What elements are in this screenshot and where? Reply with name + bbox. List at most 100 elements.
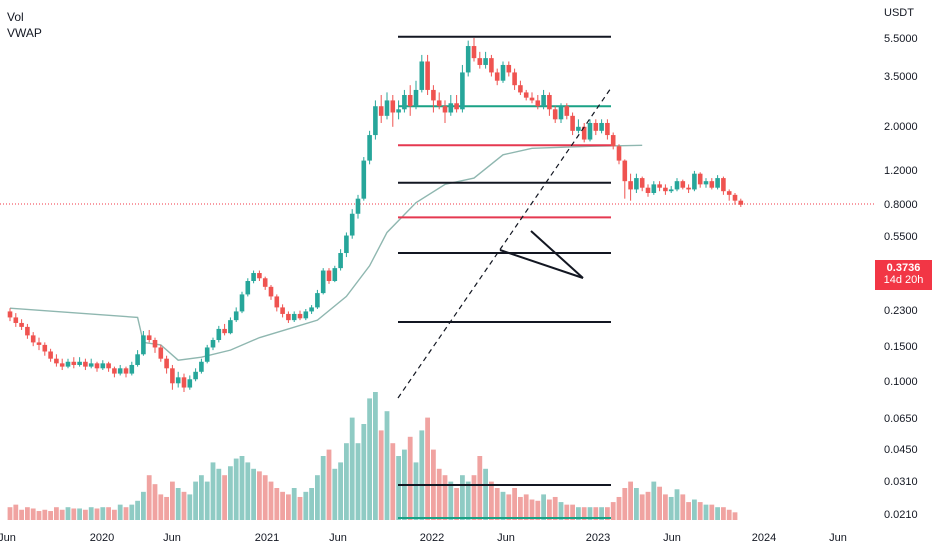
volume-bar — [726, 509, 732, 520]
volume-bars — [7, 392, 738, 520]
volume-bar — [471, 475, 477, 520]
volume-bar — [570, 504, 575, 520]
volume-bar — [407, 436, 413, 520]
volume-bar — [291, 488, 297, 520]
current-price-tag: 0.3736 14d 20h — [875, 260, 932, 290]
candle-body — [668, 189, 674, 192]
candle-body — [471, 46, 477, 59]
candle-body — [117, 368, 123, 374]
candle-body — [158, 347, 164, 359]
current-price-countdown: 14d 20h — [883, 274, 924, 286]
candle-body — [483, 58, 488, 65]
candle-body — [587, 122, 593, 140]
volume-bar — [622, 488, 628, 520]
volume-bar — [680, 494, 686, 520]
volume-bar — [703, 504, 709, 520]
candle-body — [489, 58, 494, 73]
x-axis: Jun 2020 Jun 2021 Jun 2022 Jun 2023 Jun 2024 Jun — [0, 532, 847, 544]
candle-body — [384, 100, 390, 116]
volume-bar — [506, 494, 512, 520]
candle-body — [13, 317, 19, 323]
volume-bar — [436, 468, 442, 520]
volume-bar — [94, 508, 100, 520]
candle-body — [297, 313, 303, 319]
candle-body — [663, 187, 668, 192]
candle-body — [30, 335, 36, 343]
volume-bar — [338, 462, 343, 520]
candle-body — [19, 322, 24, 327]
wedge-lower-line — [499, 249, 584, 279]
fib-levels — [398, 35, 611, 519]
volume-bar — [106, 507, 111, 520]
candle-body — [42, 344, 48, 352]
candle-body — [361, 160, 367, 199]
volume-bar — [645, 491, 651, 520]
legend: Vol VWAP — [7, 9, 42, 41]
volume-bar — [59, 509, 65, 520]
candle-body — [83, 361, 88, 367]
volume-bar — [367, 398, 372, 520]
candle-body — [460, 72, 465, 110]
volume-bar — [7, 507, 13, 520]
volume-bar — [228, 466, 233, 520]
volume-bar — [419, 430, 425, 520]
candle-body — [378, 106, 384, 116]
candle-body — [732, 194, 738, 201]
volume-bar — [129, 504, 135, 520]
candle-body — [65, 361, 71, 367]
volume-bar — [500, 491, 506, 520]
candle-body — [407, 94, 413, 107]
candle-body — [674, 181, 680, 190]
candle-body — [199, 361, 204, 372]
y-tick-label: 0.1500 — [884, 341, 918, 353]
candle-body — [616, 146, 622, 161]
candle-body — [454, 103, 459, 110]
volume-bar — [558, 502, 564, 520]
candle-body — [286, 313, 291, 321]
volume-bar — [83, 509, 88, 520]
volume-bar — [442, 475, 448, 520]
volume-bar — [599, 507, 604, 520]
volume-bar — [30, 508, 36, 520]
candle-body — [639, 178, 645, 188]
candle-body — [512, 72, 517, 86]
volume-bar — [523, 494, 529, 520]
volume-bar — [309, 488, 314, 520]
candle-body — [535, 100, 541, 107]
candle-body — [442, 106, 448, 113]
volume-bar — [460, 475, 465, 520]
candle-body — [262, 278, 268, 287]
x-tick-label: Jun — [163, 532, 181, 544]
candle-body — [436, 100, 442, 107]
volume-bar — [117, 504, 123, 520]
volume-bar — [193, 481, 198, 520]
volume-bar — [465, 481, 471, 520]
volume-bar — [112, 509, 117, 520]
volume-bar — [581, 507, 587, 520]
y-tick-label: 0.0210 — [884, 509, 918, 521]
candle-body — [245, 281, 251, 295]
wedge-upper-line — [530, 230, 584, 279]
candle-body — [465, 46, 471, 73]
volume-bar — [251, 468, 256, 520]
volume-bar — [65, 507, 71, 520]
volume-bar — [518, 496, 523, 520]
legend-vwap[interactable]: VWAP — [7, 26, 42, 40]
volume-bar — [77, 508, 82, 520]
candle-body — [222, 328, 227, 334]
candle-body — [703, 181, 709, 185]
candle-body — [552, 109, 558, 120]
volume-bar — [233, 458, 239, 520]
legend-volume[interactable]: Vol — [7, 10, 24, 24]
volume-bar — [668, 496, 674, 520]
candle-body — [59, 363, 65, 367]
candle-body — [309, 307, 314, 312]
candle-body — [94, 363, 100, 369]
volume-bar — [170, 481, 175, 520]
volume-bar — [123, 507, 129, 520]
volume-bar — [239, 456, 245, 520]
volume-bar — [71, 508, 77, 520]
candle-body — [645, 187, 651, 193]
volume-bar — [390, 443, 396, 520]
